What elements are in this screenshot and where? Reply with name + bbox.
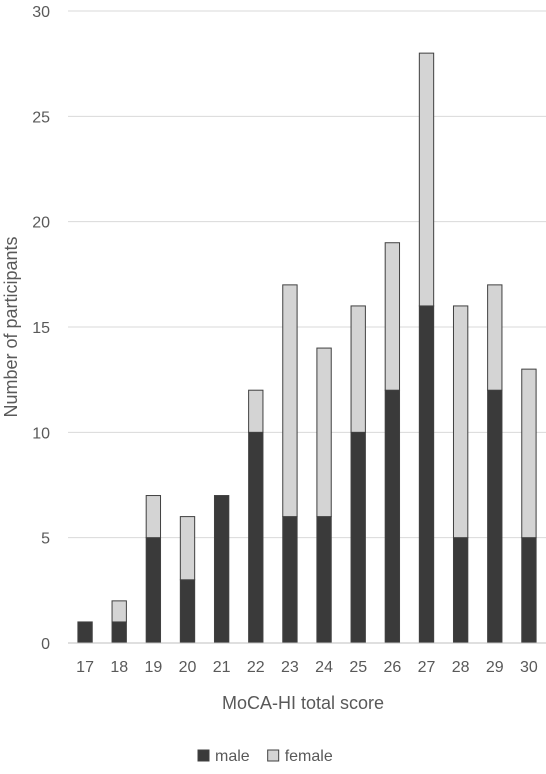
y-tick-label: 5	[41, 531, 50, 548]
x-tick-label: 27	[418, 659, 436, 676]
y-tick-label: 15	[32, 320, 50, 337]
gridlines	[68, 10, 546, 539]
bar-segment-female	[350, 305, 366, 433]
x-tick-label: 30	[520, 659, 538, 676]
y-axis-ticks: 0 5 10 15 20 25 30	[32, 4, 50, 653]
bar-segment-male	[418, 305, 435, 644]
x-tick-label: 21	[213, 659, 231, 676]
bar-segment-male	[384, 389, 401, 644]
x-tick-label: 17	[76, 659, 94, 676]
x-tick-label: 26	[383, 659, 401, 676]
bars	[77, 52, 537, 644]
bar-segment-male	[452, 537, 469, 644]
bar-segment-male	[487, 389, 503, 644]
bar-segment-female	[179, 516, 196, 581]
x-tick-label: 20	[179, 659, 197, 676]
x-axis-title: MoCA-HI total score	[222, 693, 384, 713]
x-axis-ticks: 17 18 19 20 21 22 23 24 25 26 27 28 29 30	[76, 659, 538, 676]
bar-segment-female	[418, 52, 435, 307]
y-tick-label: 10	[32, 425, 50, 442]
x-tick-label: 25	[349, 659, 367, 676]
legend-label-female: female	[285, 748, 333, 765]
bar-segment-male	[111, 621, 127, 644]
y-tick-label: 25	[32, 109, 50, 126]
bar-segment-male	[350, 431, 366, 644]
y-tick-label: 30	[32, 4, 50, 21]
bar-segment-female	[521, 368, 537, 539]
bar-segment-female	[111, 600, 127, 623]
bar-segment-male	[145, 537, 162, 644]
bar-segment-female	[248, 389, 264, 433]
legend-swatch-male	[197, 749, 210, 762]
x-tick-label: 22	[247, 659, 265, 676]
bar-segment-female	[487, 284, 503, 391]
x-tick-label: 19	[144, 659, 162, 676]
bar-segment-male	[248, 431, 264, 644]
y-tick-label: 20	[32, 215, 50, 232]
x-tick-label: 29	[486, 659, 504, 676]
y-axis-title: Number of participants	[1, 236, 21, 417]
y-tick-label: 0	[41, 636, 50, 653]
bar-segment-male	[316, 516, 332, 644]
bar-segment-female	[282, 284, 298, 518]
legend: male female	[197, 748, 333, 765]
bar-segment-female	[145, 495, 162, 539]
bar-segment-female	[316, 347, 332, 518]
x-tick-label: 28	[452, 659, 470, 676]
bar-segment-male	[77, 621, 93, 644]
bar-segment-female	[384, 242, 401, 391]
legend-label-male: male	[215, 748, 250, 765]
bar-segment-female	[452, 305, 469, 539]
bar-segment-male	[282, 516, 298, 644]
legend-swatch-female	[267, 749, 280, 762]
bar-segment-male	[179, 579, 196, 644]
bar-segment-male	[521, 537, 537, 644]
x-tick-label: 18	[110, 659, 128, 676]
x-tick-label: 23	[281, 659, 299, 676]
x-tick-label: 24	[315, 659, 333, 676]
bar-segment-male	[213, 495, 230, 644]
